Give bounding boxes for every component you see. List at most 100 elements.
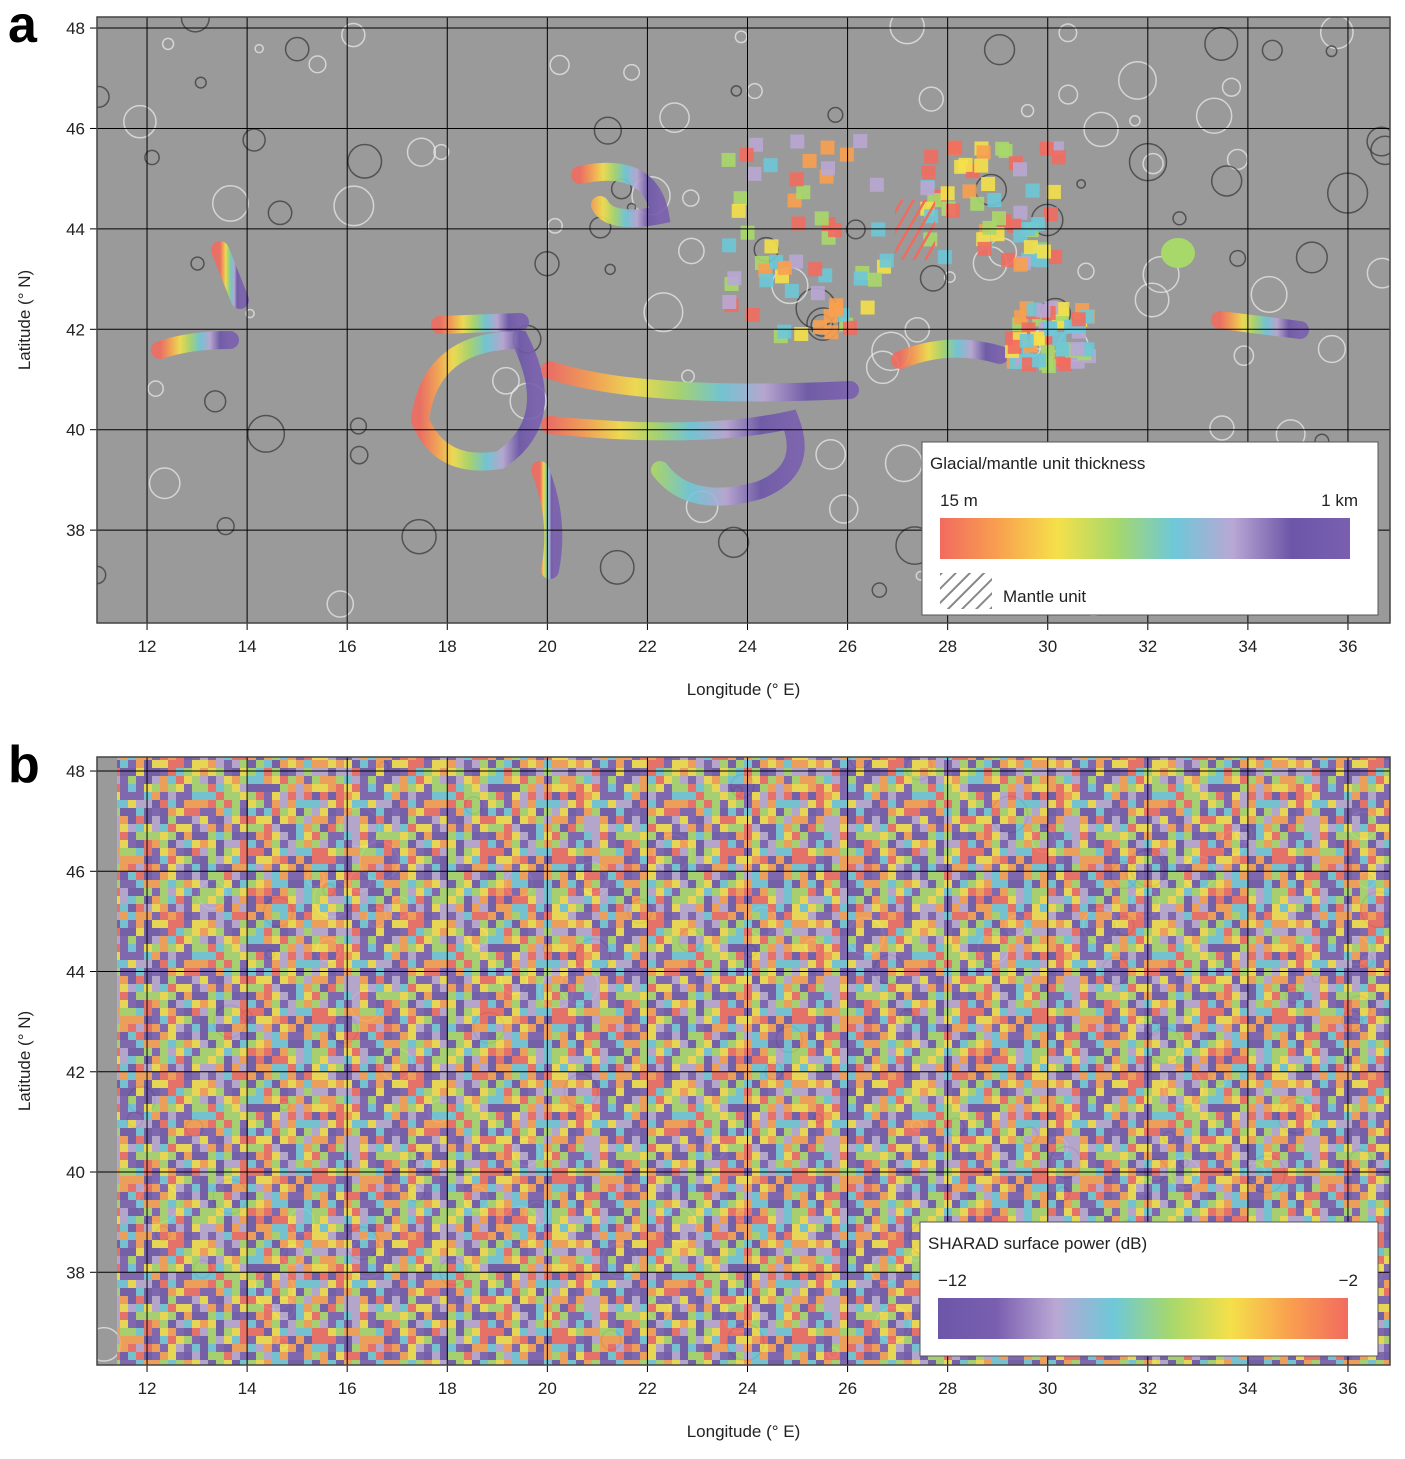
crater bbox=[341, 22, 366, 48]
glacial-unit-outline bbox=[531, 461, 563, 579]
crater bbox=[1366, 257, 1390, 289]
crater bbox=[1221, 77, 1242, 97]
crater bbox=[1020, 103, 1035, 118]
crater bbox=[1142, 152, 1164, 175]
crater bbox=[123, 104, 157, 139]
glacial-unit-outline bbox=[431, 313, 529, 334]
crater bbox=[889, 17, 925, 45]
colorbar-min-label: −12 bbox=[938, 1271, 967, 1290]
y-axis-label: Latitude (° N) bbox=[15, 270, 34, 370]
glacial-unit-patch bbox=[1039, 141, 1054, 156]
x-tick-label: 12 bbox=[138, 637, 157, 656]
x-tick-label: 26 bbox=[838, 1379, 857, 1398]
x-tick-label: 26 bbox=[838, 637, 857, 656]
crater bbox=[681, 189, 700, 207]
x-tick-label: 14 bbox=[238, 1379, 257, 1398]
glacial-unit-outline bbox=[151, 331, 239, 359]
x-tick-label: 34 bbox=[1238, 637, 1257, 656]
x-tick-label: 24 bbox=[738, 1379, 757, 1398]
crater bbox=[659, 102, 690, 134]
glacial-unit-patch bbox=[974, 158, 989, 173]
y-tick-label: 42 bbox=[66, 1063, 85, 1082]
crater bbox=[1317, 334, 1347, 364]
crater bbox=[623, 63, 641, 81]
x-axis-label: Longitude (° E) bbox=[687, 1422, 801, 1441]
colorbar bbox=[938, 1298, 1348, 1339]
x-axis-label: Longitude (° E) bbox=[687, 680, 801, 699]
x-tick-label: 14 bbox=[238, 637, 257, 656]
glacial-unit-patch bbox=[1013, 228, 1028, 243]
crater bbox=[1077, 262, 1095, 281]
crater bbox=[1134, 282, 1170, 318]
crater bbox=[943, 271, 956, 284]
map-overlay bbox=[97, 17, 1390, 618]
crater bbox=[549, 54, 570, 76]
y-tick-label: 44 bbox=[66, 220, 85, 239]
crater bbox=[845, 219, 866, 240]
crater bbox=[828, 494, 859, 524]
glacial-unit-patch bbox=[810, 286, 825, 301]
crater bbox=[1172, 211, 1187, 226]
crater bbox=[918, 86, 944, 112]
glacial-unit-patch bbox=[823, 308, 838, 323]
glacial-unit-patch bbox=[1025, 183, 1040, 198]
panel-letter: b bbox=[8, 736, 40, 794]
glacial-unit-patch bbox=[1044, 207, 1059, 222]
y-axis-label: Latitude (° N) bbox=[15, 1011, 34, 1111]
glacial-unit-patch bbox=[1012, 162, 1027, 177]
crater bbox=[1083, 111, 1119, 148]
crater bbox=[242, 128, 266, 152]
glacial-unit-patch bbox=[789, 254, 804, 269]
crater bbox=[406, 137, 437, 167]
plot-frame bbox=[96, 16, 1391, 624]
glacial-unit-patch bbox=[958, 157, 973, 172]
glacial-unit-patch bbox=[796, 185, 811, 200]
crater bbox=[593, 116, 623, 145]
crater bbox=[815, 438, 847, 470]
glacial-unit-patch bbox=[921, 165, 936, 180]
crater bbox=[919, 264, 947, 292]
x-tick-label: 16 bbox=[338, 1379, 357, 1398]
glacial-unit-patch bbox=[982, 220, 997, 235]
glacial-unit-patch bbox=[824, 325, 839, 340]
crater bbox=[1295, 241, 1328, 274]
x-tick-label: 24 bbox=[738, 637, 757, 656]
legend-title: Glacial/mantle unit thickness bbox=[930, 454, 1145, 473]
glacial-unit-patch bbox=[839, 147, 854, 162]
glacial-unit-patch bbox=[976, 145, 991, 160]
glacial-unit-outline bbox=[541, 409, 805, 506]
x-tick-label: 32 bbox=[1138, 637, 1157, 656]
crater bbox=[180, 17, 210, 33]
glacial-unit-patch bbox=[869, 177, 884, 192]
glacial-unit-patch bbox=[764, 239, 779, 254]
glacial-unit-outline bbox=[891, 339, 1009, 369]
glacial-unit-patch bbox=[948, 140, 963, 155]
crater bbox=[245, 308, 255, 319]
crater bbox=[1233, 345, 1255, 366]
crater bbox=[144, 149, 160, 166]
crater bbox=[401, 518, 437, 555]
crater bbox=[643, 292, 684, 333]
x-tick-label: 30 bbox=[1038, 637, 1057, 656]
x-tick-label: 30 bbox=[1038, 1379, 1057, 1398]
glacial-unit-patch bbox=[784, 284, 799, 299]
crater bbox=[333, 185, 375, 227]
glacial-unit-patch bbox=[820, 140, 835, 155]
glacial-unit-outline bbox=[541, 361, 859, 402]
crater bbox=[1195, 97, 1233, 135]
crater bbox=[161, 37, 175, 51]
glacial-unit-patch bbox=[1032, 353, 1047, 368]
crater bbox=[983, 33, 1016, 66]
crater bbox=[308, 55, 327, 74]
crater bbox=[1210, 165, 1243, 197]
crater bbox=[1076, 178, 1087, 189]
glacial-unit-patch bbox=[745, 307, 760, 322]
glacial-unit-outline bbox=[571, 162, 671, 228]
glacial-unit-patch bbox=[981, 177, 996, 192]
crater bbox=[1117, 60, 1157, 100]
crater bbox=[254, 43, 264, 54]
glacial-unit-patch bbox=[747, 166, 762, 181]
glacial-unit-patch bbox=[1048, 250, 1063, 265]
legend-title: SHARAD surface power (dB) bbox=[928, 1234, 1147, 1253]
